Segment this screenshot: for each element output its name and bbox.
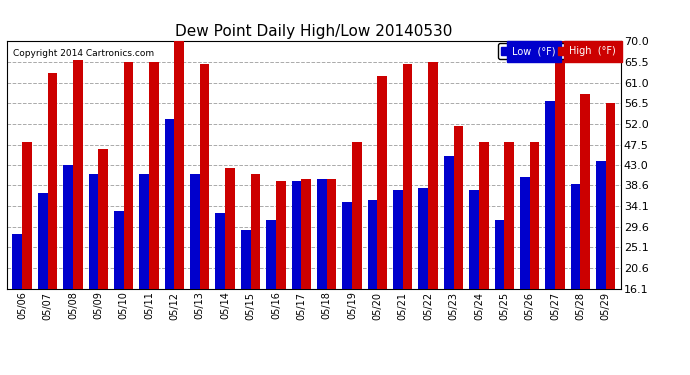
Bar	[580, 94, 590, 289]
Text: Copyright 2014 Cartronics.com: Copyright 2014 Cartronics.com	[13, 49, 154, 58]
Bar	[276, 181, 286, 289]
Bar	[200, 64, 209, 289]
Bar	[453, 126, 463, 289]
Bar	[352, 142, 362, 289]
Bar	[250, 174, 260, 289]
Bar	[225, 168, 235, 289]
Bar	[266, 220, 276, 289]
Bar	[63, 165, 73, 289]
Bar	[555, 41, 564, 289]
Bar	[48, 74, 57, 289]
Bar	[98, 149, 108, 289]
Bar	[342, 202, 352, 289]
Legend: Low  (°F), High  (°F): Low (°F), High (°F)	[497, 43, 619, 59]
Bar	[139, 174, 149, 289]
Bar	[302, 179, 311, 289]
Bar	[495, 220, 504, 289]
Bar	[326, 179, 336, 289]
Bar	[606, 103, 615, 289]
Bar	[530, 142, 540, 289]
Bar	[175, 34, 184, 289]
Bar	[190, 174, 200, 289]
Bar	[165, 119, 175, 289]
Bar	[504, 142, 514, 289]
Bar	[124, 62, 133, 289]
Bar	[12, 234, 22, 289]
Bar	[377, 76, 387, 289]
Bar	[215, 213, 225, 289]
Bar	[73, 60, 83, 289]
Bar	[403, 64, 413, 289]
Bar	[469, 190, 479, 289]
Bar	[520, 177, 530, 289]
Bar	[149, 62, 159, 289]
Bar	[428, 62, 437, 289]
Bar	[545, 101, 555, 289]
Bar	[241, 230, 250, 289]
Bar	[114, 211, 124, 289]
Bar	[22, 142, 32, 289]
Bar	[444, 156, 453, 289]
Bar	[38, 193, 48, 289]
Bar	[571, 184, 580, 289]
Bar	[292, 181, 302, 289]
Bar	[88, 174, 98, 289]
Bar	[368, 200, 377, 289]
Bar	[596, 160, 606, 289]
Bar	[479, 142, 489, 289]
Bar	[317, 179, 326, 289]
Bar	[419, 188, 428, 289]
Title: Dew Point Daily High/Low 20140530: Dew Point Daily High/Low 20140530	[175, 24, 453, 39]
Bar	[393, 190, 403, 289]
